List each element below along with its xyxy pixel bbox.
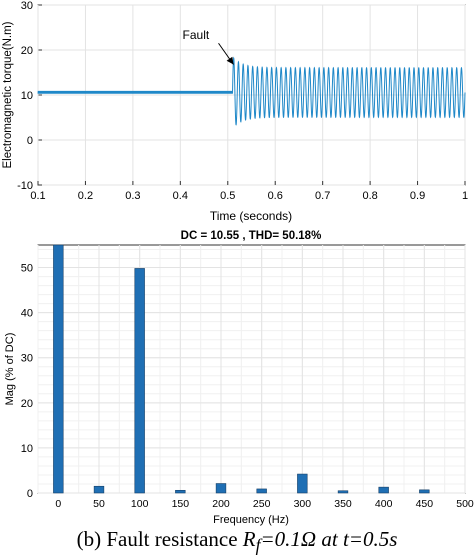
- torque-series-line: [37, 56, 466, 126]
- fft-bar: [297, 473, 308, 494]
- fft-bar: [53, 244, 64, 494]
- caption-resistance-value: =0.1Ω at: [260, 527, 343, 551]
- bottom-x-tick-label: 350: [334, 498, 352, 510]
- top-y-tick-labels: -10 0 10 20 30: [17, 0, 33, 192]
- bottom-x-tick-label: 200: [212, 498, 230, 510]
- top-x-tick-label: 0.2: [78, 190, 93, 202]
- fft-bar-chart: DC = 10.55 , THD= 50.18% 0 10 20 30 40 50 0 50…: [4, 230, 474, 526]
- fft-bar: [256, 488, 267, 494]
- top-x-tick-label: 0.7: [315, 190, 330, 202]
- fft-bar: [93, 485, 105, 494]
- top-x-tick-label: 0.5: [220, 190, 235, 202]
- bottom-y-tick-label: 40: [21, 308, 33, 320]
- bottom-y-tick-label: 0: [27, 488, 33, 500]
- fault-annotation: Fault: [183, 28, 210, 42]
- fft-bar: [337, 490, 349, 494]
- top-y-tick-label: 0: [27, 135, 33, 147]
- bottom-y-tick-label: 10: [21, 443, 33, 455]
- top-x-tick-label: 0.3: [125, 190, 140, 202]
- fft-bar: [378, 486, 389, 494]
- top-x-tick-labels: 0.1 0.2 0.3 0.4 0.5 0.6 0.7 0.8 0.9 1: [30, 190, 468, 202]
- top-x-tick-label: 0.8: [362, 190, 377, 202]
- bottom-plot-area: [37, 244, 466, 494]
- fft-bar: [419, 489, 430, 494]
- fft-bar: [215, 483, 227, 494]
- top-y-tick-label: 30: [21, 0, 33, 12]
- bottom-x-tick-label: 450: [416, 498, 434, 510]
- top-x-tick-label: 0.6: [268, 190, 283, 202]
- fft-bar: [134, 268, 145, 494]
- bottom-x-tick-label: 400: [375, 498, 393, 510]
- bottom-y-tick-label: 20: [21, 398, 33, 410]
- top-y-tick-label: 10: [21, 90, 33, 102]
- top-x-axis-label: Time (seconds): [210, 209, 292, 223]
- top-x-tick-label: 0.9: [410, 190, 425, 202]
- bottom-y-axis-label: Mag (% of DC): [4, 333, 16, 406]
- top-x-tick-label: 0.4: [173, 190, 188, 202]
- fft-bar: [175, 489, 186, 494]
- bottom-x-tick-labels: 0 50 100 150 200 250 300 350 400 450 500: [55, 498, 474, 510]
- bottom-x-tick-label: 100: [131, 498, 149, 510]
- figure-caption: (b) Fault resistance Rf=0.1Ω at t=0.5s: [0, 527, 474, 556]
- bottom-y-tick-labels: 0 10 20 30 40 50: [21, 263, 33, 500]
- caption-resistance-subscript: f: [255, 535, 261, 556]
- bottom-x-tick-label: 300: [294, 498, 312, 510]
- top-x-tick-label: 1: [462, 190, 468, 202]
- bottom-x-tick-label: 50: [93, 498, 105, 510]
- top-x-tick-label: 0.1: [30, 190, 45, 202]
- caption-prefix: (b) Fault resistance: [76, 527, 243, 551]
- caption-time-value: =0.5s: [348, 527, 398, 551]
- bottom-x-tick-label: 150: [172, 498, 190, 510]
- fault-arrow-head: [226, 56, 234, 65]
- fft-title: DC = 10.55 , THD= 50.18%: [181, 230, 322, 242]
- caption-time-symbol: t: [342, 527, 349, 551]
- top-y-tick-label: -10: [17, 180, 33, 192]
- fft-bars: [53, 244, 430, 494]
- top-y-axis-label: Electromagnetic torque(N.m): [2, 21, 14, 168]
- bottom-x-tick-label: 0: [55, 498, 61, 510]
- bottom-y-tick-label: 50: [21, 263, 33, 275]
- caption-resistance-symbol: R: [242, 527, 256, 551]
- top-y-tick-label: 20: [21, 45, 33, 57]
- bottom-x-axis-label: Frequency (Hz): [213, 514, 289, 526]
- bottom-y-tick-label: 30: [21, 353, 33, 365]
- bottom-x-tick-label: 250: [253, 498, 271, 510]
- bottom-x-tick-label: 500: [456, 498, 474, 510]
